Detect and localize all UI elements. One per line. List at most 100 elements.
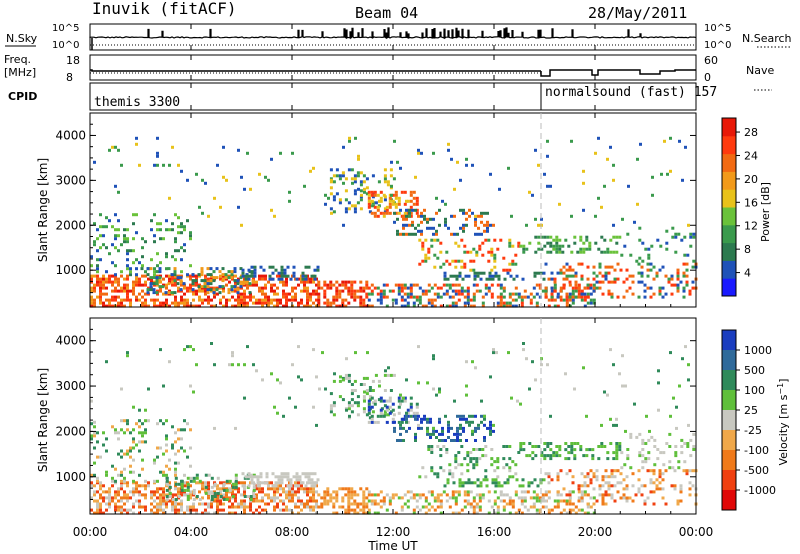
heatmap-cell <box>120 428 123 432</box>
heatmap-cell <box>686 442 690 445</box>
heatmap-cell <box>620 451 624 455</box>
heatmap-cell <box>414 414 417 418</box>
heatmap-cell <box>335 286 339 290</box>
heatmap-cell <box>397 211 401 215</box>
heatmap-cell <box>478 493 482 497</box>
heatmap-cell <box>689 438 693 442</box>
heatmap-cell <box>192 476 196 480</box>
heatmap-cell <box>493 253 497 257</box>
heatmap-cell <box>215 288 219 292</box>
heatmap-cell <box>454 265 458 269</box>
heatmap-cell <box>108 496 111 500</box>
heatmap-cell <box>582 181 585 185</box>
heatmap-cell <box>537 247 541 251</box>
heatmap-cell <box>365 487 369 491</box>
heatmap-cell <box>194 279 198 283</box>
heatmap-cell <box>315 423 318 427</box>
heatmap-cell <box>126 292 129 296</box>
heatmap-cell <box>544 472 548 476</box>
heatmap-cell <box>326 502 330 506</box>
heatmap-cell <box>93 240 96 244</box>
heatmap-cell <box>234 511 237 515</box>
heatmap-cell <box>598 484 602 488</box>
heatmap-cell <box>643 499 647 503</box>
heatmap-cell <box>344 487 348 491</box>
heatmap-cell <box>138 484 141 488</box>
heatmap-cell <box>189 289 192 293</box>
heatmap-cell <box>353 499 357 503</box>
heatmap-cell <box>306 505 309 509</box>
heatmap-cell <box>344 207 348 211</box>
heatmap-cell <box>443 484 447 488</box>
heatmap-cell <box>354 136 357 140</box>
heatmap-cell <box>156 511 159 515</box>
heatmap-cell <box>117 190 120 194</box>
heatmap-cell <box>350 383 354 386</box>
heatmap-cell <box>283 472 287 476</box>
heatmap-cell <box>656 448 660 451</box>
heatmap-cell <box>496 496 500 500</box>
heatmap-cell <box>180 231 183 235</box>
heatmap-cell <box>236 291 240 295</box>
heatmap-cell <box>362 180 366 184</box>
heatmap-cell <box>306 289 309 293</box>
heatmap-cell <box>624 384 627 388</box>
heatmap-cell <box>409 295 413 299</box>
heatmap-cell <box>222 304 225 308</box>
heatmap-cell <box>638 256 642 260</box>
heatmap-cell <box>332 505 336 509</box>
heatmap-cell <box>303 304 306 308</box>
heatmap-cell <box>123 240 126 244</box>
heatmap-cell <box>204 289 207 293</box>
heatmap-cell <box>365 186 369 190</box>
heatmap-cell <box>436 499 440 503</box>
heatmap-cell <box>165 473 168 477</box>
colorbar-swatch <box>722 171 736 190</box>
power-ylabel: Slant Range [km] <box>36 158 50 262</box>
heatmap-cell <box>691 280 695 284</box>
heatmap-cell <box>156 264 159 268</box>
heatmap-cell <box>455 274 459 278</box>
heatmap-cell <box>347 493 351 497</box>
heatmap-cell <box>451 289 455 293</box>
heatmap-cell <box>306 295 309 299</box>
heatmap-cell <box>264 493 267 497</box>
heatmap-cell <box>571 502 575 506</box>
heatmap-cell <box>621 217 624 221</box>
colorbar-tick-label: -500 <box>744 464 769 477</box>
heatmap-cell <box>108 274 111 278</box>
nsearch-tick-lo: 10^0 <box>704 40 731 51</box>
heatmap-cell <box>192 348 195 352</box>
heatmap-cell <box>379 211 383 215</box>
heatmap-cell <box>683 442 687 445</box>
heatmap-cell <box>165 301 168 305</box>
heatmap-cell <box>613 499 617 503</box>
heatmap-cell <box>282 289 285 293</box>
heatmap-cell <box>117 277 120 281</box>
heatmap-cell <box>93 420 96 424</box>
heatmap-cell <box>135 277 138 281</box>
heatmap-cell <box>658 292 662 296</box>
heatmap-cell <box>662 463 666 467</box>
heatmap-cell <box>586 283 590 287</box>
heatmap-cell <box>402 232 405 236</box>
heatmap-cell <box>491 481 495 485</box>
heatmap-cell <box>195 473 199 477</box>
heatmap-cell <box>592 502 596 506</box>
heatmap-cell <box>231 495 235 498</box>
heatmap-cell <box>303 490 306 494</box>
heatmap-cell <box>589 283 593 287</box>
heatmap-cell <box>583 511 587 515</box>
heatmap-cell <box>216 499 219 503</box>
heatmap-cell <box>490 292 494 296</box>
heatmap-cell <box>273 487 276 491</box>
heatmap-cell <box>210 502 213 506</box>
heatmap-cell <box>441 429 444 433</box>
heatmap-cell <box>264 286 267 290</box>
heatmap-cell <box>359 180 363 184</box>
heatmap-cell <box>550 292 554 296</box>
heatmap-cell <box>497 481 501 485</box>
heatmap-cell <box>541 499 545 503</box>
heatmap-cell <box>514 304 518 308</box>
heatmap-cell <box>446 481 450 485</box>
